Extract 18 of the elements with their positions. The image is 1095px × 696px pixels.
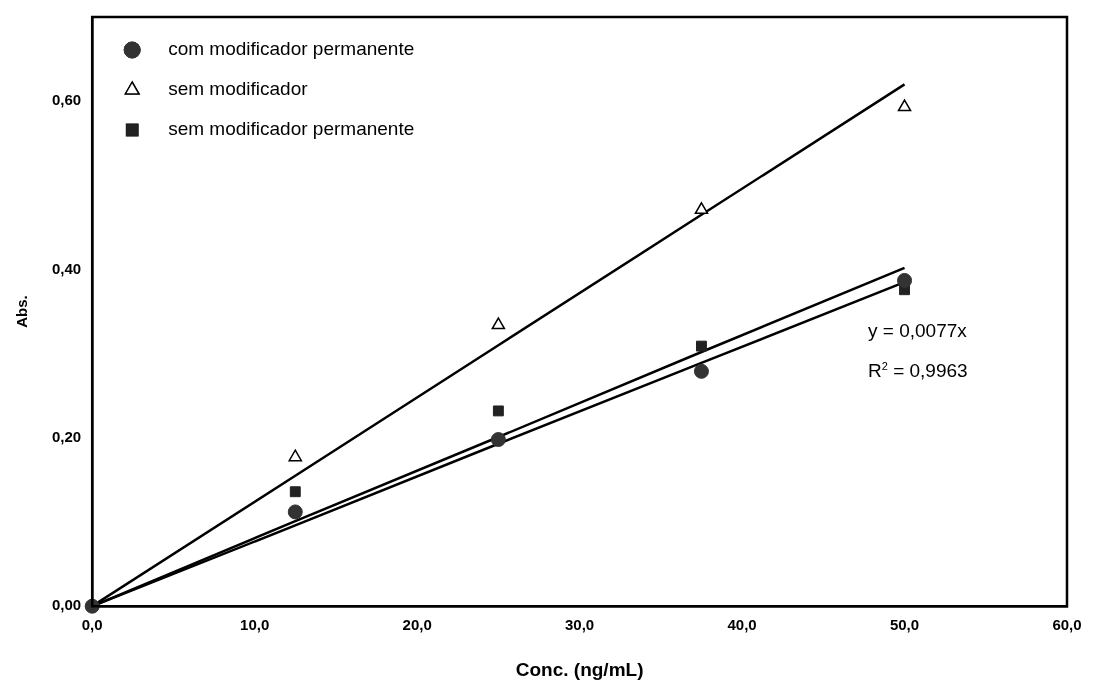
y-tick-label: 0,60 xyxy=(51,91,82,109)
y-tick-label: 0,00 xyxy=(51,596,82,614)
annotation: R$^{2}$ = 0,9963 xyxy=(868,360,968,383)
y-axis-title: Abs. xyxy=(13,295,31,328)
x-tick-label: 20,0 xyxy=(402,616,432,634)
x-tick-label: 10,0 xyxy=(240,616,270,634)
annotation: y = 0,0077x xyxy=(868,320,967,342)
legend-label: sem modificador permanente xyxy=(168,118,415,140)
x-tick-label: 0,0 xyxy=(81,616,103,634)
legend-label: com modificador permanente xyxy=(168,38,415,60)
y-tick-label: 0,40 xyxy=(51,259,82,277)
x-tick-label: 60,0 xyxy=(1052,616,1082,634)
x-tick-label: 30,0 xyxy=(565,616,595,634)
x-axis-title: Conc. (ng/mL) xyxy=(515,658,644,680)
legend-label: sem modificador xyxy=(168,78,309,100)
x-tick-label: 40,0 xyxy=(727,616,757,634)
x-tick-label: 50,0 xyxy=(889,616,920,634)
y-tick-label: 0,20 xyxy=(51,428,82,445)
